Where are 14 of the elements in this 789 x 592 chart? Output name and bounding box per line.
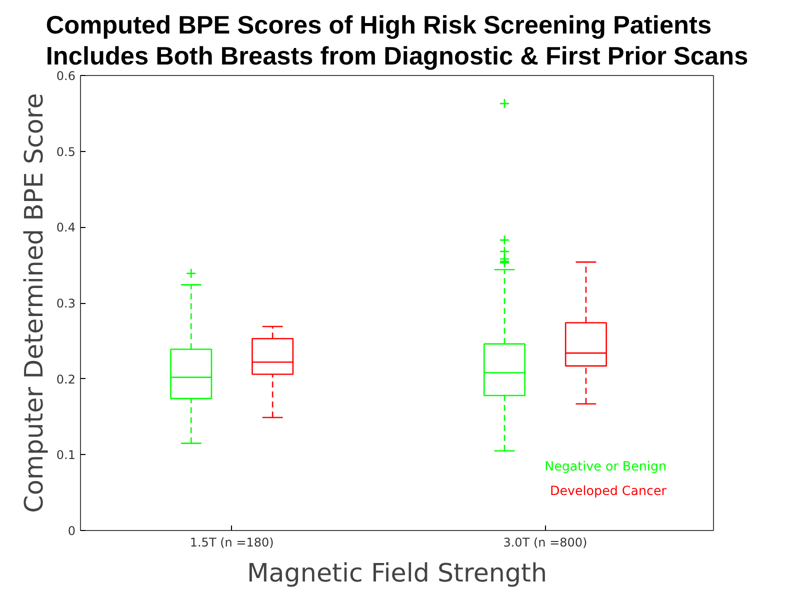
text: Negative or Benign: [544, 458, 666, 474]
chart-title: Computed BPE Scores of High Risk Screening Patients Includes Both Breasts from Diagnostic & First Prior Scans: [46, 12, 748, 70]
y-tick-label: 0: [68, 524, 76, 538]
y-tick-label: 0.2: [56, 372, 76, 386]
x-tick-label: 3.0T (n =800): [503, 536, 588, 550]
y-tick-label: 0.5: [56, 144, 76, 159]
y-tick-label: 0.6: [56, 69, 76, 83]
x-tick-label: 1.5T (n =180): [190, 536, 274, 550]
text: Developed Cancer: [550, 482, 668, 498]
y-tick-label: 0.1: [56, 448, 76, 462]
y-tick-label: 0.4: [56, 220, 76, 235]
y-axis-title: Computer Determined BPE Score: [18, 93, 48, 513]
x-axis-title: Magnetic Field Strength: [246, 558, 548, 588]
y-tick-label: 0.3: [56, 296, 76, 310]
